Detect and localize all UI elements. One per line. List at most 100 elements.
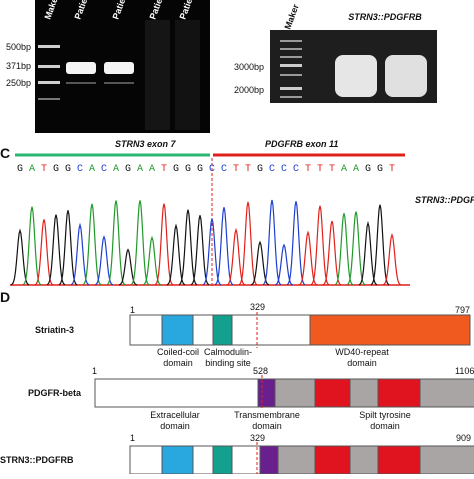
base-letter: T [245,164,251,175]
base-letter: T [329,164,335,175]
domain-label: domain [160,421,190,431]
trace-peak [286,201,306,286]
domain-label: Extracellular [150,410,200,420]
base-letter: C [293,164,299,175]
base-letter: G [125,164,131,175]
base-letter: T [389,164,395,175]
marker-label: 3000bp [234,62,264,72]
base-letter: T [233,164,239,175]
base-letter: G [53,164,59,175]
base-letter: A [341,164,347,175]
trace-peak [82,203,102,286]
trace-peak [250,240,270,286]
trace-peak [94,234,114,286]
position: 1 [92,366,97,376]
marker-label: 500bp [6,42,31,52]
trace-label: STRN3::PDGFRB [415,195,474,205]
domain-label: Spilt tyrosine [359,410,411,420]
base-letter: G [17,164,23,175]
trace-peak [382,233,402,286]
base-letter: C [209,164,215,175]
position: 528 [253,366,268,376]
trace-peak [142,235,162,286]
band [385,55,427,97]
trace-peak [310,205,330,286]
base-letter: A [137,164,143,175]
base-letter: G [257,164,263,175]
trace-peak [370,204,390,286]
band [104,82,134,84]
position: 909 [456,433,471,443]
base-letter: C [281,164,287,175]
domain [161,314,194,346]
base-letter: C [101,164,107,175]
band [66,62,96,74]
base-letter: G [185,164,191,175]
protein-name: STRN3::PDGFRB [0,455,74,465]
band [104,62,134,74]
exon-label: STRN3 exon 7 [115,139,177,149]
base-letter: A [353,164,359,175]
domain-label: Coiled-coil [157,347,199,357]
base-letter: A [149,164,155,175]
base-letter: G [173,164,179,175]
base-letter: T [161,164,167,175]
band [66,82,96,84]
trace-peak [262,199,282,286]
trace-peak [130,200,150,286]
lane [145,20,170,130]
trace-peak [154,203,174,286]
chromatogram [10,199,402,286]
domain-label: domain [163,358,193,368]
marker-label: 371bp [6,61,31,71]
position: 1 [130,305,135,315]
trace-peak [22,206,42,286]
base-letter: A [29,164,35,175]
base-letter: G [65,164,71,175]
base-letter: G [365,164,371,175]
trace-peak [238,201,258,286]
panel-letter: C [0,145,10,161]
base-letter: G [197,164,203,175]
base-letter: C [77,164,83,175]
position: 329 [250,302,265,312]
base-letter: G [377,164,383,175]
domain-label: domain [347,358,377,368]
protein-name: Striatin-3 [35,325,74,335]
domain-label: domain [370,421,400,431]
lane-label: Maker [282,2,300,30]
domain-label: WD40-repeat [335,347,389,357]
ladder-right [280,40,302,98]
ladder-left [38,45,60,100]
trace-peak [214,207,234,286]
domain-label: Calmodulin- [204,347,252,357]
domain [309,314,471,346]
position: 1 [130,433,135,443]
protein-name: PDGFR-beta [28,388,82,398]
exon-label: PDGFRB exon 11 [265,139,338,149]
domain-label: domain [252,421,282,431]
position: 797 [455,305,470,315]
position: 329 [250,433,265,443]
band [335,55,377,97]
domain-label: Transmembrane [234,410,300,420]
domains [257,378,474,408]
domain [212,314,233,346]
panel-letter: D [0,289,10,305]
base-letter: C [269,164,275,175]
base-letter: T [41,164,47,175]
base-letter: C [221,164,227,175]
trace-peak [118,248,138,286]
marker-label: 250bp [6,78,31,88]
trace-peak [274,243,294,286]
base-letter: A [113,164,119,175]
marker-label: 2000bp [234,85,264,95]
lane-label: STRN3::PDGFRB [348,12,422,22]
lane [175,20,200,130]
base-letter: A [89,164,95,175]
base-letter: T [317,164,323,175]
position: 1106 [455,366,474,376]
domain-label: binding site [205,358,251,368]
